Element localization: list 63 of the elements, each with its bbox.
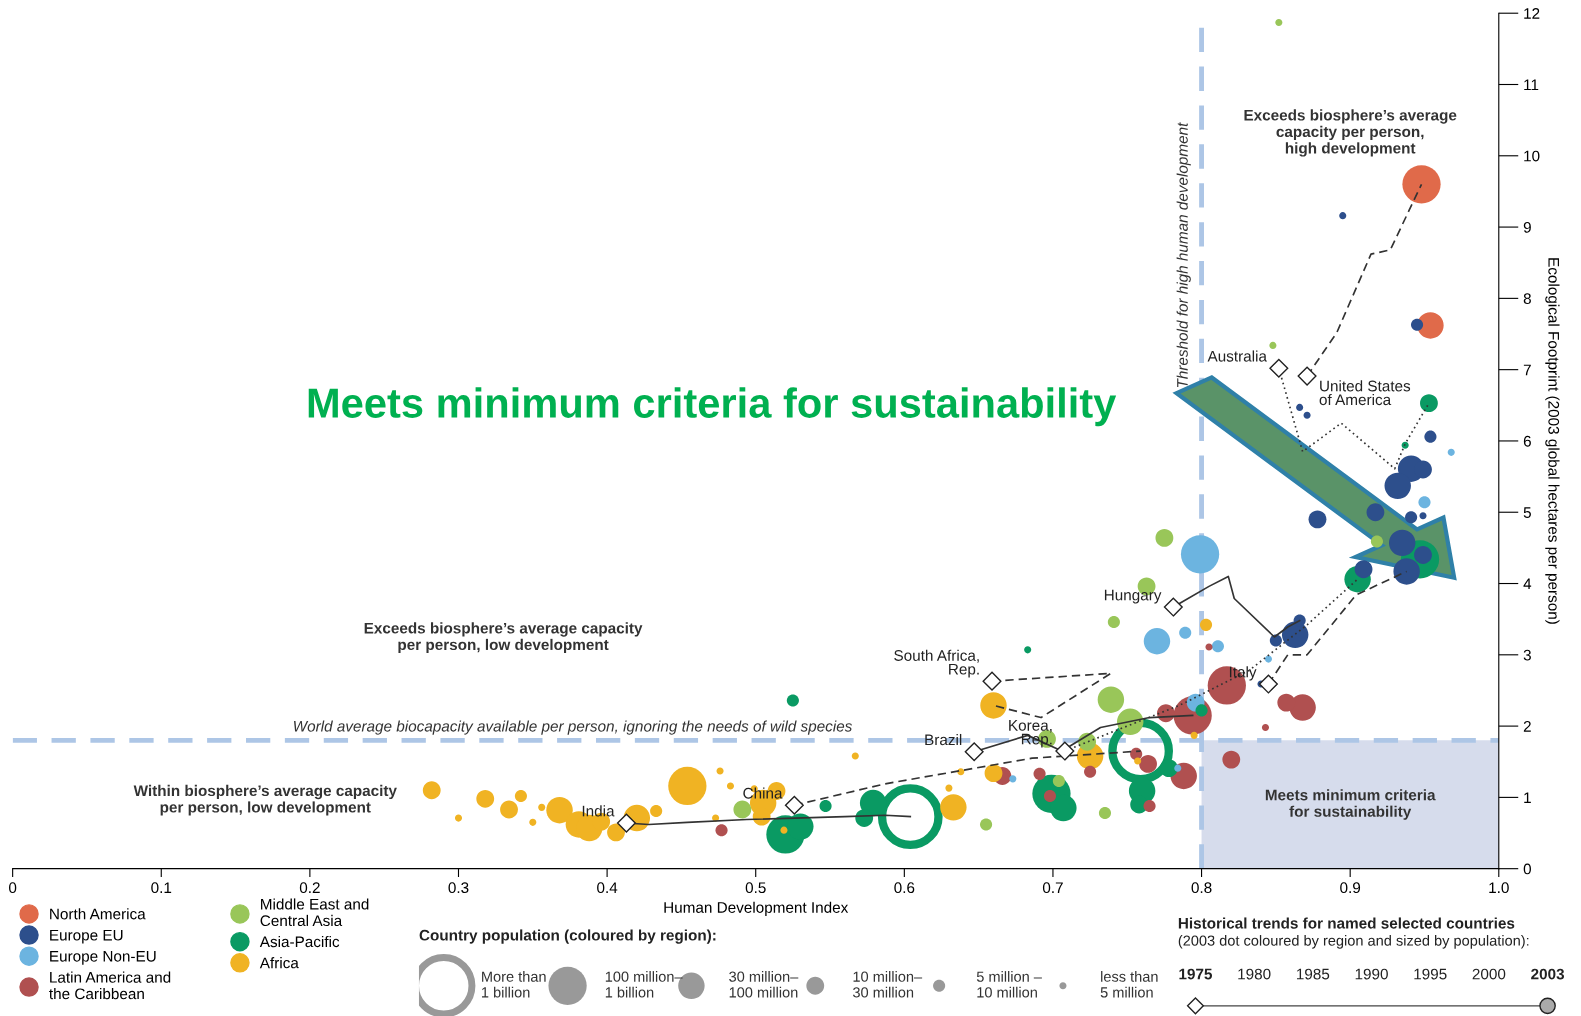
legend-label: Europe Non-EU — [50, 951, 156, 965]
legend-label: less than 5 million — [1100, 971, 1158, 998]
text: (2003 dot coloured by region and sized by population): — [1178, 935, 1529, 949]
annotation: Exceeds biosphere’s average capacity per person, high development — [1244, 109, 1457, 157]
legend-label: More than 1 billion — [482, 971, 546, 998]
x-tick-label: 0.7 — [1042, 882, 1063, 894]
y-tick-label: 5 — [1523, 507, 1531, 518]
y-tick-label: 11 — [1524, 79, 1539, 91]
y-tick-label: 4 — [1523, 578, 1532, 590]
y-tick-label: 0 — [1523, 863, 1531, 875]
x-axis-title: Human Development Index — [664, 901, 849, 916]
y-tick-label: 12 — [1524, 8, 1540, 19]
y-tick-label: 6 — [1523, 435, 1531, 447]
y-tick-label: 7 — [1523, 364, 1531, 376]
series-label: Hungary — [1104, 589, 1162, 604]
x-tick-label: 0.5 — [745, 882, 766, 894]
x-tick-label: 0.3 — [448, 882, 469, 894]
legend-label: Europe EU — [50, 929, 123, 944]
ref-line-label: Threshold for high human development — [1176, 122, 1191, 388]
series-label: Australia — [1207, 350, 1267, 362]
text: 1985 — [1297, 968, 1330, 980]
text: 2003 — [1531, 968, 1565, 980]
x-tick-label: 0.4 — [597, 882, 618, 894]
series-label: Korea, Rep. — [1009, 720, 1052, 748]
x-tick-label: 0 — [9, 882, 17, 894]
series-label: South Africa, Rep. — [894, 649, 979, 678]
y-tick-label: 2 — [1523, 720, 1531, 732]
x-tick-label: 0.1 — [151, 882, 172, 894]
x-tick-label: 0.6 — [894, 882, 915, 894]
y-tick-label: 9 — [1523, 221, 1531, 233]
y-tick-label: 8 — [1523, 293, 1531, 305]
y-axis-title: Ecological Footprint (2003 global hectares per person) — [1545, 258, 1560, 624]
legend-label: Latin America and the Caribbean — [49, 971, 171, 1000]
x-tick-label: 0.9 — [1340, 882, 1361, 894]
y-tick-label: 3 — [1523, 649, 1531, 661]
annotation: Exceeds biosphere’s average capacity per person, low development — [364, 622, 643, 654]
text: 1990 — [1355, 968, 1388, 980]
annotation: Within biosphere’s average capacity per person, low development — [133, 784, 397, 816]
legend-label: Africa — [259, 957, 299, 969]
legend-label: 5 million – 10 million — [976, 971, 1042, 998]
text: Country population (coloured by region): — [419, 929, 716, 944]
y-tick-label: 1 — [1524, 792, 1531, 803]
legend-label: 10 million– 30 million — [852, 971, 923, 998]
legend-label: Middle East and Central Asia — [260, 898, 369, 927]
text: 2000 — [1472, 968, 1506, 980]
text: 1975 — [1179, 968, 1213, 980]
text: 1980 — [1238, 968, 1271, 980]
x-tick-label: 0.8 — [1191, 882, 1212, 894]
legend-label: Asia-Pacific — [259, 935, 340, 948]
series-label: Brazil — [925, 733, 962, 746]
y-tick-label: 10 — [1524, 150, 1540, 162]
series-label: India — [582, 805, 615, 817]
annotation: Meets minimum criteria for sustainability — [308, 387, 1117, 427]
legend-label: North America — [50, 908, 146, 920]
text: Historical trends for named selected countries — [1178, 917, 1515, 929]
band-label: Meets minimum criteria for sustainability — [1265, 789, 1436, 820]
text: 1995 — [1414, 968, 1447, 980]
ref-line-label: World average biocapacity available per person, ignoring the needs of wild species — [294, 720, 853, 735]
series-label: United States of America — [1319, 380, 1411, 406]
legend-label: 30 million– 100 million — [729, 971, 799, 998]
x-tick-label: 1.0 — [1489, 882, 1509, 894]
legend-label: 100 million– 1 billion — [605, 971, 683, 998]
x-tick-label: 0.2 — [299, 882, 320, 894]
